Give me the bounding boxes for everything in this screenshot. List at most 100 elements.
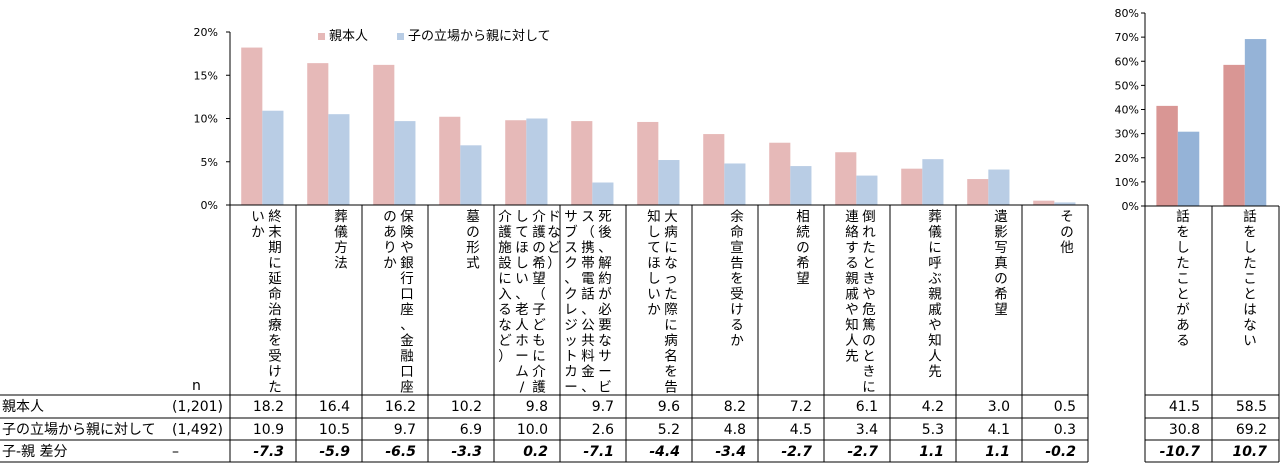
svg-text:ー: ー (598, 364, 612, 380)
svg-text:望: 望 (532, 271, 546, 287)
svg-text:な: な (547, 225, 561, 241)
svg-text:が: が (598, 287, 612, 303)
svg-text:受: 受 (268, 349, 282, 365)
bar (307, 63, 329, 205)
svg-text:ク: ク (564, 287, 578, 303)
svg-text:し: し (647, 271, 661, 287)
svg-text:な: な (1243, 318, 1257, 334)
right-tick-label: 80% (1115, 7, 1139, 20)
row-n: – (172, 444, 179, 460)
svg-text:け: け (730, 302, 744, 318)
svg-text:話: 話 (581, 286, 595, 303)
svg-text:料: 料 (581, 349, 595, 365)
right-tick-label: 50% (1115, 79, 1139, 92)
svg-text:や: や (862, 287, 876, 303)
svg-text:ほ: ほ (515, 240, 529, 256)
svg-text:た: た (268, 380, 282, 396)
data-table: n 親本人 (1,201) 18.2 16.4 16.2 10.2 9.8 9.7 9.6 8.2… (2, 378, 1267, 460)
svg-text:い: い (251, 209, 265, 225)
svg-text:末: 末 (268, 225, 282, 241)
svg-text:必: 必 (598, 302, 612, 318)
svg-text:に: に (862, 380, 876, 396)
svg-text:病: 病 (664, 333, 678, 349)
table-cell: 9.7 (592, 399, 614, 415)
svg-text:に: に (928, 240, 942, 256)
svg-text:ほ: ほ (647, 256, 661, 272)
table-cell: 10.5 (319, 422, 350, 438)
table-cell: 3.0 (988, 399, 1010, 415)
svg-text:た: た (1176, 256, 1190, 272)
svg-text:病: 病 (664, 225, 678, 241)
table-cell: -7.3 (253, 444, 284, 460)
svg-text:サ: サ (564, 209, 578, 225)
table-cell: 4.1 (988, 422, 1010, 438)
svg-text:を: を (730, 271, 744, 287)
svg-text:口: 口 (400, 287, 414, 303)
svg-text:ト: ト (564, 349, 578, 365)
table-cell: 6.1 (856, 399, 878, 415)
right-tick-label: 70% (1115, 31, 1139, 44)
category-label: その他 (1060, 209, 1074, 256)
svg-text:た: た (664, 287, 678, 303)
table-cell: 1.1 (919, 444, 944, 460)
svg-text:か: か (647, 302, 661, 318)
svg-text:葬: 葬 (334, 209, 348, 225)
bar (373, 64, 395, 206)
table-cell: 18.2 (253, 399, 284, 415)
svg-text:話: 話 (1176, 208, 1190, 225)
svg-text:介: 介 (532, 209, 546, 225)
table-cell: 16.2 (385, 399, 416, 415)
svg-text:名: 名 (664, 349, 678, 365)
table-cell: 3.4 (856, 422, 878, 438)
svg-text:延: 延 (268, 271, 282, 287)
svg-text:の: の (796, 240, 810, 256)
row-n: (1,492) (172, 422, 223, 438)
svg-text:や: や (400, 240, 414, 256)
svg-text:ド: ド (547, 209, 561, 225)
svg-text:ジ: ジ (564, 318, 578, 334)
svg-text:と: と (862, 256, 876, 272)
svg-text:か: か (251, 225, 265, 241)
bar (901, 168, 923, 205)
svg-text:期: 期 (268, 240, 282, 256)
svg-text:を: を (1176, 225, 1190, 241)
svg-text:り: り (383, 240, 397, 256)
bar (460, 145, 482, 205)
svg-text:命: 命 (268, 286, 282, 303)
svg-text:大: 大 (664, 209, 678, 225)
svg-text:儀: 儀 (334, 225, 348, 241)
svg-text:し: し (647, 225, 661, 241)
svg-text:設: 設 (498, 256, 512, 272)
table-cell: 4.2 (922, 399, 944, 415)
svg-text:険: 険 (400, 225, 414, 241)
svg-text:の: の (466, 225, 480, 241)
svg-text:写: 写 (994, 240, 1008, 256)
svg-text:き: き (862, 271, 876, 287)
svg-text:が: が (1176, 302, 1190, 318)
svg-text:話: 話 (1243, 208, 1257, 225)
table-cell: 8.2 (724, 399, 746, 415)
left-tick-label: 5% (201, 156, 218, 169)
svg-text:れ: れ (862, 225, 876, 241)
svg-text:か: か (383, 256, 397, 272)
bar (703, 134, 725, 205)
bar (241, 47, 263, 205)
legend-label-parent: 親本人 (329, 29, 368, 44)
svg-text:望: 望 (994, 302, 1008, 318)
table-cell: 9.6 (658, 399, 680, 415)
svg-text:ど: ど (547, 240, 561, 256)
bar (1223, 64, 1245, 207)
svg-text:を: を (1243, 225, 1257, 241)
bar (394, 121, 416, 205)
bar (637, 121, 659, 205)
svg-text:る: る (845, 256, 859, 272)
svg-text:、: 、 (564, 271, 578, 287)
svg-text:/: / (520, 380, 525, 396)
svg-text:知: 知 (647, 208, 661, 225)
svg-text:こ: こ (1243, 271, 1257, 287)
table-cell: -10.7 (1160, 444, 1201, 460)
svg-text:行: 行 (400, 271, 414, 287)
table-cell: -4.4 (649, 444, 680, 460)
svg-text:希: 希 (994, 287, 1008, 303)
